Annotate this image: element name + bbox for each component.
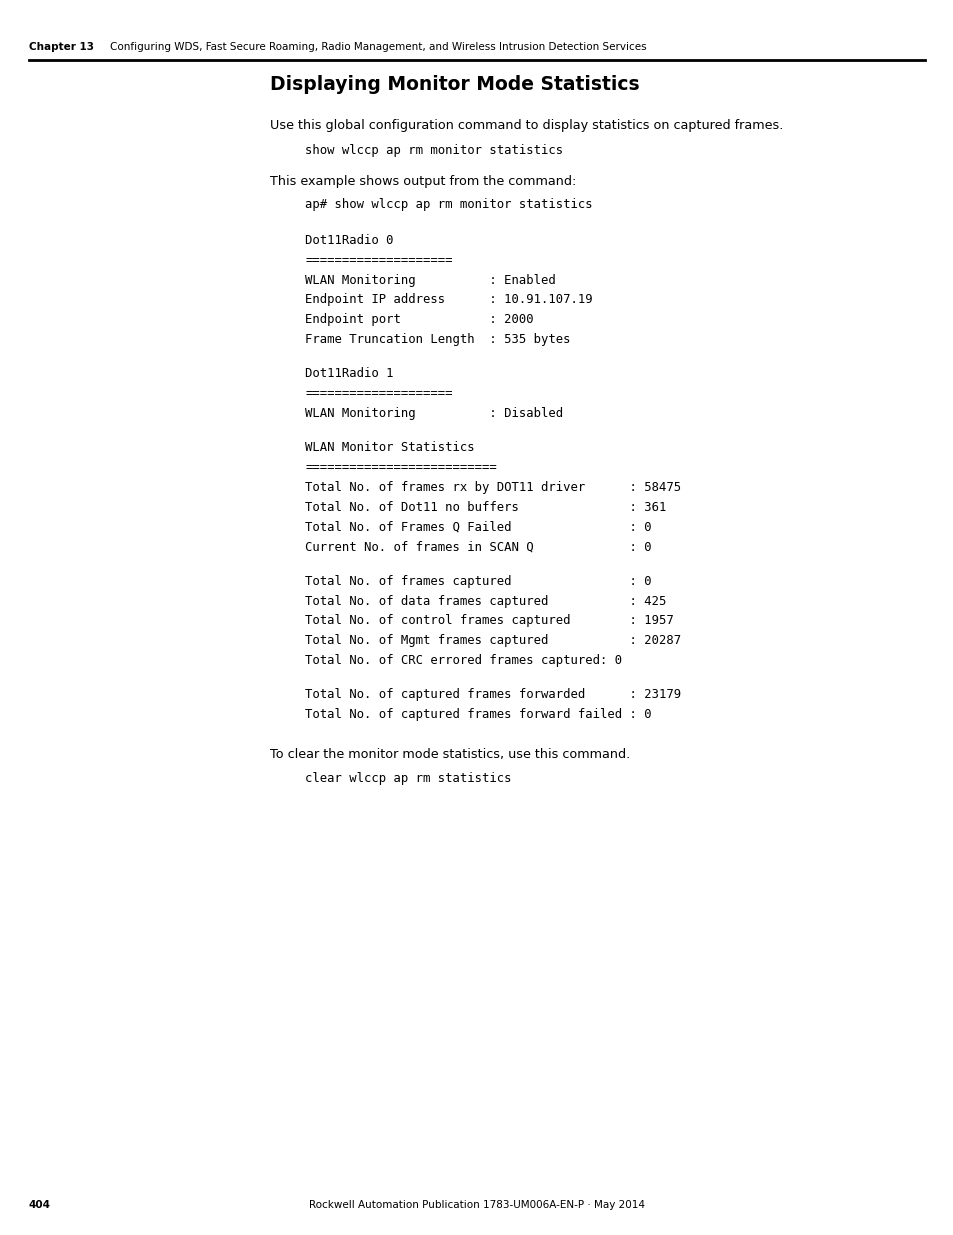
Text: This example shows output from the command:: This example shows output from the comma…	[270, 174, 576, 188]
Text: WLAN Monitoring          : Enabled: WLAN Monitoring : Enabled	[305, 273, 556, 287]
Text: Total No. of captured frames forward failed : 0: Total No. of captured frames forward fai…	[305, 708, 651, 721]
Text: Dot11Radio 1: Dot11Radio 1	[305, 367, 394, 380]
Text: Total No. of frames captured                : 0: Total No. of frames captured : 0	[305, 574, 651, 588]
Text: Total No. of Frames Q Failed                : 0: Total No. of Frames Q Failed : 0	[305, 520, 651, 534]
Text: Current No. of frames in SCAN Q             : 0: Current No. of frames in SCAN Q : 0	[305, 540, 651, 553]
Text: Total No. of frames rx by DOT11 driver      : 58475: Total No. of frames rx by DOT11 driver :…	[305, 480, 680, 494]
Text: ====================: ====================	[305, 387, 453, 400]
Text: Total No. of CRC errored frames captured: 0: Total No. of CRC errored frames captured…	[305, 653, 621, 667]
Text: WLAN Monitoring          : Disabled: WLAN Monitoring : Disabled	[305, 406, 563, 420]
Text: Total No. of Mgmt frames captured           : 20287: Total No. of Mgmt frames captured : 2028…	[305, 634, 680, 647]
Text: Rockwell Automation Publication 1783-UM006A-EN-P · May 2014: Rockwell Automation Publication 1783-UM0…	[309, 1200, 644, 1210]
Text: WLAN Monitor Statistics: WLAN Monitor Statistics	[305, 441, 475, 454]
Text: Total No. of data frames captured           : 425: Total No. of data frames captured : 425	[305, 594, 666, 608]
Text: Dot11Radio 0: Dot11Radio 0	[305, 233, 394, 247]
Text: Total No. of Dot11 no buffers               : 361: Total No. of Dot11 no buffers : 361	[305, 500, 666, 514]
Text: Endpoint port            : 2000: Endpoint port : 2000	[305, 312, 534, 326]
Text: Total No. of captured frames forwarded      : 23179: Total No. of captured frames forwarded :…	[305, 688, 680, 701]
Text: Total No. of control frames captured        : 1957: Total No. of control frames captured : 1…	[305, 614, 674, 627]
Text: ap# show wlccp ap rm monitor statistics: ap# show wlccp ap rm monitor statistics	[305, 198, 592, 211]
Text: Endpoint IP address      : 10.91.107.19: Endpoint IP address : 10.91.107.19	[305, 293, 592, 306]
Text: Chapter 13: Chapter 13	[29, 42, 93, 52]
Text: 404: 404	[29, 1200, 51, 1210]
Text: Frame Truncation Length  : 535 bytes: Frame Truncation Length : 535 bytes	[305, 332, 570, 346]
Text: show wlccp ap rm monitor statistics: show wlccp ap rm monitor statistics	[305, 143, 563, 157]
Text: Displaying Monitor Mode Statistics: Displaying Monitor Mode Statistics	[270, 75, 639, 94]
Text: ====================: ====================	[305, 253, 453, 267]
Text: Use this global configuration command to display statistics on captured frames.: Use this global configuration command to…	[270, 119, 782, 132]
Text: To clear the monitor mode statistics, use this command.: To clear the monitor mode statistics, us…	[270, 747, 630, 761]
Text: Configuring WDS, Fast Secure Roaming, Radio Management, and Wireless Intrusion D: Configuring WDS, Fast Secure Roaming, Ra…	[110, 42, 646, 52]
Text: clear wlccp ap rm statistics: clear wlccp ap rm statistics	[305, 772, 511, 785]
Text: ==========================: ==========================	[305, 461, 497, 474]
